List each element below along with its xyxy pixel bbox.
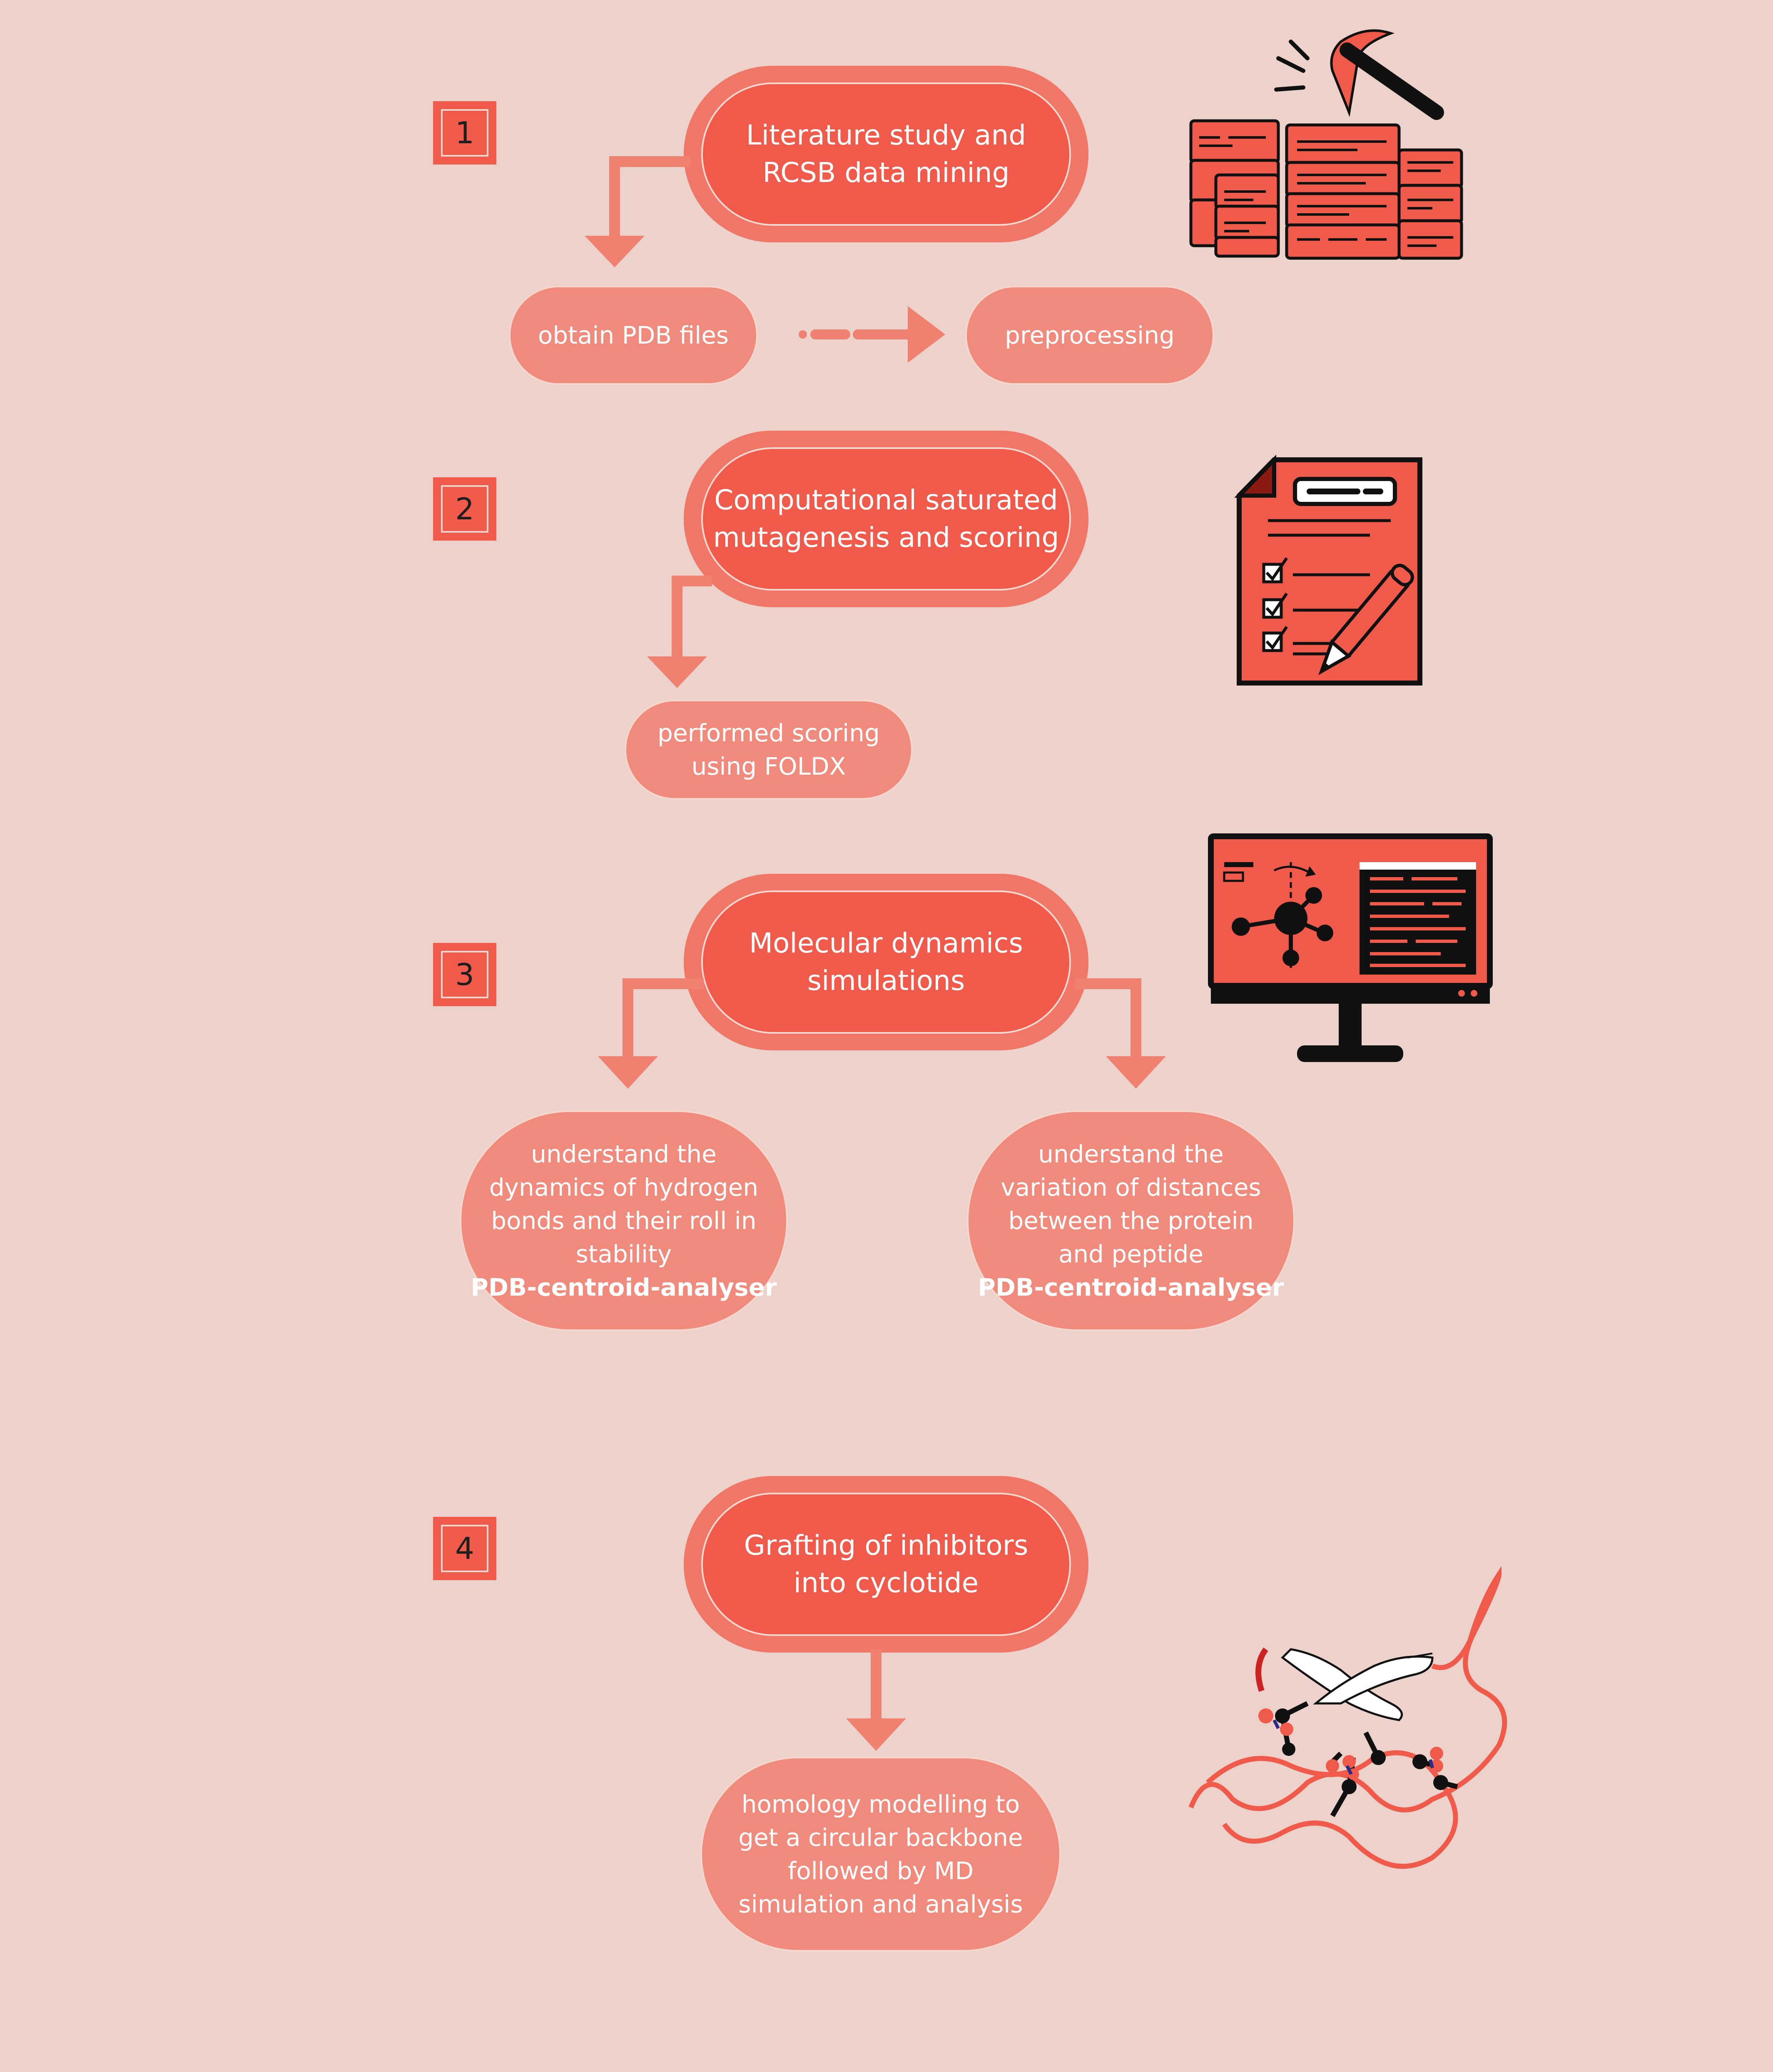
step-3-main-pill: Molecular dynamics simulations <box>684 874 1088 1050</box>
step-4-number: 4 <box>441 1525 488 1572</box>
database-mining-icon <box>1189 29 1463 260</box>
step-3-number-box: 3 <box>433 943 496 1006</box>
step-4-main-pill: Grafting of inhibitors into cyclotide <box>684 1476 1088 1653</box>
step-1-main-pill: Literature study and RCSB data mining <box>684 66 1088 242</box>
step-1-number: 1 <box>441 109 488 157</box>
step-1-title: Literature study and RCSB data mining <box>701 82 1071 226</box>
step-2-sub-foldx: performed scoring using FOLDX <box>625 700 913 800</box>
step-2-number-box: 2 <box>433 477 496 541</box>
step-3-number: 3 <box>441 951 488 998</box>
step-3-sub-distances: understand the variation of distances be… <box>967 1110 1295 1331</box>
step-1-sub-obtain-pdb: obtain PDB files <box>509 286 758 385</box>
step-3-title: Molecular dynamics simulations <box>701 890 1071 1034</box>
step-1-sub-preprocessing: preprocessing <box>965 286 1214 385</box>
step-4-sub-homology: homology modelling to get a circular bac… <box>700 1757 1061 1952</box>
step-3-distances-text: understand the variation of distances be… <box>1001 1140 1261 1268</box>
step-4-number-box: 4 <box>433 1517 496 1580</box>
step-3-distances-tool: PDB-centroid-analyser <box>978 1273 1284 1302</box>
step-3-hydrogen-bonds-text: understand the dynamics of hydrogen bond… <box>489 1140 759 1268</box>
molecular-simulation-monitor-icon <box>1208 833 1493 1062</box>
cyclotide-structure-icon <box>1188 1566 1507 1869</box>
step-4-title: Grafting of inhibitors into cyclotide <box>701 1493 1071 1636</box>
step-2-main-pill: Computational saturated mutagenesis and … <box>684 431 1088 607</box>
step-3-sub-hydrogen-bonds: understand the dynamics of hydrogen bond… <box>460 1110 788 1331</box>
checklist-document-icon <box>1234 454 1422 686</box>
step-1-number-box: 1 <box>433 101 496 165</box>
step-2-number: 2 <box>441 485 488 533</box>
step-2-title: Computational saturated mutagenesis and … <box>701 447 1071 591</box>
step-3-hydrogen-bonds-tool: PDB-centroid-analyser <box>471 1273 777 1302</box>
